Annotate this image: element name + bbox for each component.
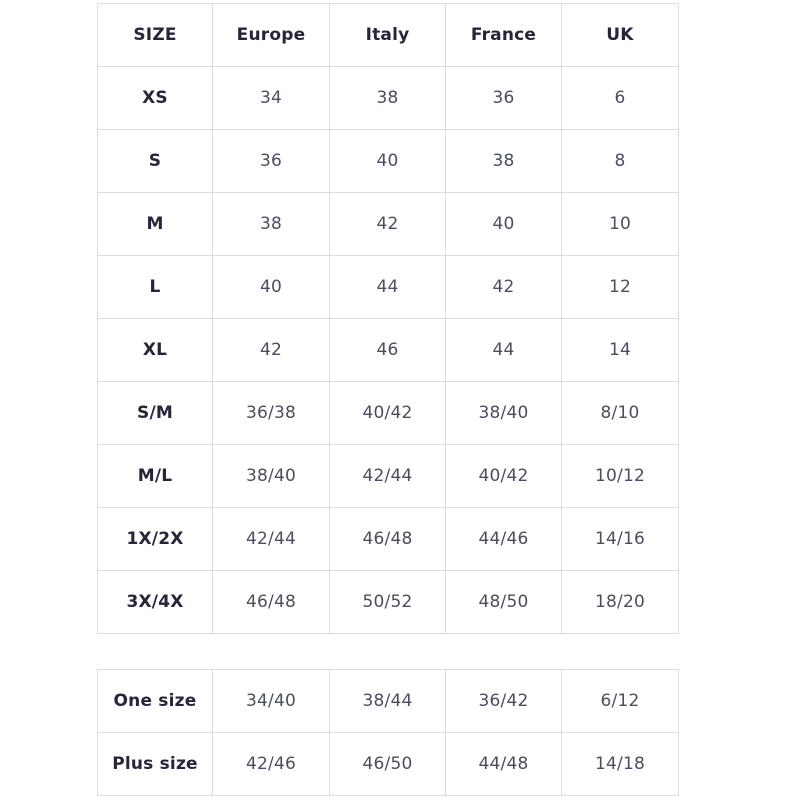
italy-value: 46/48: [329, 507, 446, 571]
uk-value: 8: [561, 129, 679, 193]
special-sizes-table: One size 34/40 38/44 36/42 6/12 Plus siz…: [97, 669, 679, 796]
france-value: 40: [445, 192, 562, 256]
italy-value: 50/52: [329, 570, 446, 634]
france-value: 38: [445, 129, 562, 193]
uk-value: 6/12: [561, 669, 679, 733]
table-row: 3X/4X 46/48 50/52 48/50 18/20: [97, 570, 679, 634]
europe-value: 42/46: [212, 732, 330, 796]
header-europe: Europe: [212, 3, 330, 67]
europe-value: 34: [212, 66, 330, 130]
table-row: One size 34/40 38/44 36/42 6/12: [97, 669, 679, 733]
italy-value: 42: [329, 192, 446, 256]
table-row: M/L 38/40 42/44 40/42 10/12: [97, 444, 679, 508]
france-value: 36/42: [445, 669, 562, 733]
uk-value: 18/20: [561, 570, 679, 634]
table-row: S/M 36/38 40/42 38/40 8/10: [97, 381, 679, 445]
table-row: Plus size 42/46 46/50 44/48 14/18: [97, 732, 679, 796]
france-value: 38/40: [445, 381, 562, 445]
size-conversion-table: SIZE Europe Italy France UK XS 34 38 36 …: [97, 3, 679, 634]
italy-value: 44: [329, 255, 446, 319]
france-value: 44: [445, 318, 562, 382]
italy-value: 46/50: [329, 732, 446, 796]
france-value: 44/46: [445, 507, 562, 571]
table-row: M 38 42 40 10: [97, 192, 679, 256]
size-label: S: [97, 129, 213, 193]
france-value: 42: [445, 255, 562, 319]
europe-value: 40: [212, 255, 330, 319]
table-row: L 40 44 42 12: [97, 255, 679, 319]
europe-value: 38/40: [212, 444, 330, 508]
size-label: M/L: [97, 444, 213, 508]
header-france: France: [445, 3, 562, 67]
france-value: 40/42: [445, 444, 562, 508]
france-value: 48/50: [445, 570, 562, 634]
size-label: M: [97, 192, 213, 256]
uk-value: 14: [561, 318, 679, 382]
table-row: XS 34 38 36 6: [97, 66, 679, 130]
size-label: 3X/4X: [97, 570, 213, 634]
size-label: XS: [97, 66, 213, 130]
uk-value: 10/12: [561, 444, 679, 508]
table-row: XL 42 46 44 14: [97, 318, 679, 382]
europe-value: 36: [212, 129, 330, 193]
header-italy: Italy: [329, 3, 446, 67]
size-label: XL: [97, 318, 213, 382]
europe-value: 36/38: [212, 381, 330, 445]
header-size: SIZE: [97, 3, 213, 67]
italy-value: 38/44: [329, 669, 446, 733]
size-label: L: [97, 255, 213, 319]
table-row: S 36 40 38 8: [97, 129, 679, 193]
size-label: One size: [97, 669, 213, 733]
table-row: 1X/2X 42/44 46/48 44/46 14/16: [97, 507, 679, 571]
uk-value: 14/18: [561, 732, 679, 796]
france-value: 36: [445, 66, 562, 130]
uk-value: 8/10: [561, 381, 679, 445]
uk-value: 10: [561, 192, 679, 256]
italy-value: 46: [329, 318, 446, 382]
size-label: 1X/2X: [97, 507, 213, 571]
europe-value: 38: [212, 192, 330, 256]
italy-value: 40: [329, 129, 446, 193]
europe-value: 34/40: [212, 669, 330, 733]
italy-value: 40/42: [329, 381, 446, 445]
header-row: SIZE Europe Italy France UK: [97, 3, 679, 67]
europe-value: 46/48: [212, 570, 330, 634]
size-label: Plus size: [97, 732, 213, 796]
header-uk: UK: [561, 3, 679, 67]
size-guide: SIZE Europe Italy France UK XS 34 38 36 …: [97, 3, 679, 796]
france-value: 44/48: [445, 732, 562, 796]
size-label: S/M: [97, 381, 213, 445]
uk-value: 12: [561, 255, 679, 319]
italy-value: 42/44: [329, 444, 446, 508]
europe-value: 42/44: [212, 507, 330, 571]
uk-value: 14/16: [561, 507, 679, 571]
europe-value: 42: [212, 318, 330, 382]
italy-value: 38: [329, 66, 446, 130]
uk-value: 6: [561, 66, 679, 130]
